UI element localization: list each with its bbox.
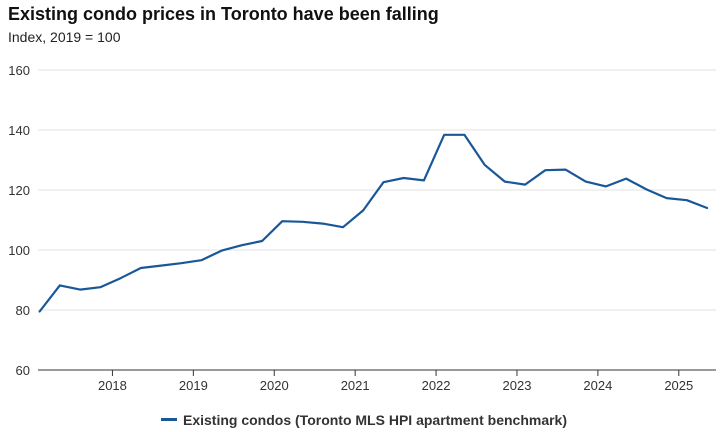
x-tick-label: 2019	[179, 378, 208, 393]
legend-swatch	[161, 417, 177, 421]
y-tick-label: 120	[8, 183, 30, 198]
series-group	[38, 133, 709, 313]
x-tick-label: 2025	[664, 378, 693, 393]
x-tick-label: 2018	[98, 378, 127, 393]
x-tick-label: 2020	[260, 378, 289, 393]
legend: Existing condos (Toronto MLS HPI apartme…	[0, 412, 728, 428]
x-tick-label: 2021	[341, 378, 370, 393]
y-tick-label: 160	[8, 63, 30, 78]
y-tick-label: 80	[16, 303, 30, 318]
y-tick-label: 60	[16, 363, 30, 378]
x-tick-label: 2022	[422, 378, 451, 393]
y-tick-label: 140	[8, 123, 30, 138]
y-tick-label: 100	[8, 243, 30, 258]
y-axis-ticks: 60 80 100 120 140 160	[8, 63, 30, 378]
series-line-0	[38, 133, 709, 313]
x-axis-ticks: 2018 2019 2020 2021 2022 2023 2024 2025	[98, 370, 693, 393]
chart-title: Existing condo prices in Toronto have be…	[8, 4, 439, 24]
x-tick-label: 2024	[583, 378, 612, 393]
chart-subtitle: Index, 2019 = 100	[8, 29, 121, 45]
legend-label: Existing condos (Toronto MLS HPI apartme…	[183, 412, 567, 428]
x-tick-label: 2023	[503, 378, 532, 393]
